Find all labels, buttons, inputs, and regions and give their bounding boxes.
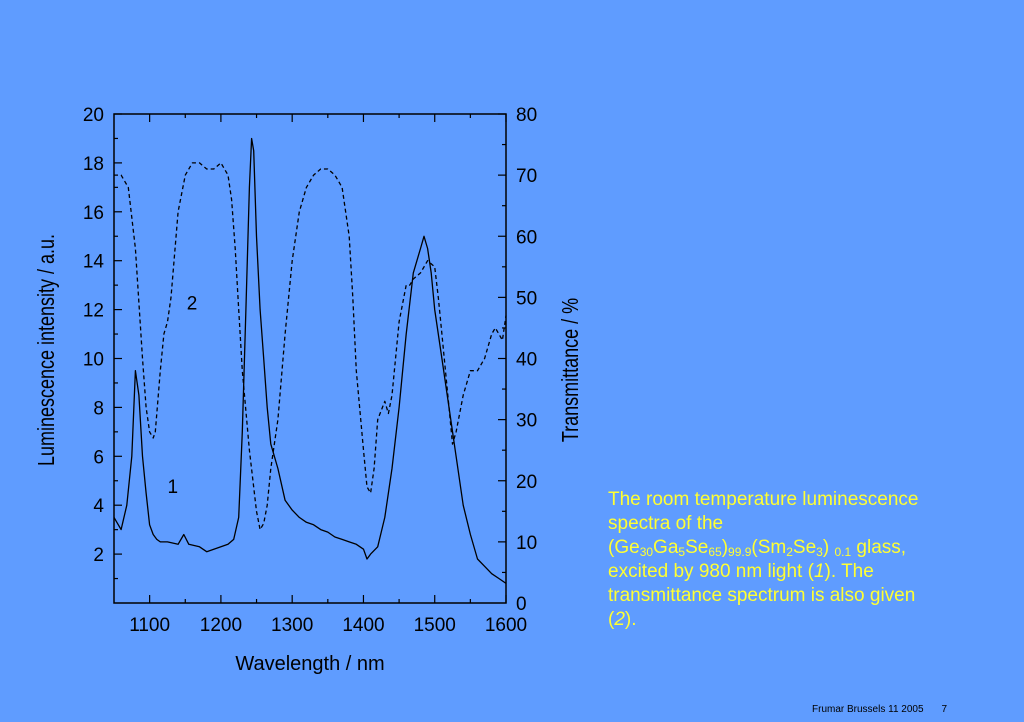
x-tick-label: 1200 [200,615,242,636]
caption-formula: (Ge30Ga5Se65)99.9(Sm2Se3) 0.1 glass, [608,537,907,559]
caption-line-4: excited by 980 nm light (1). The [608,561,874,582]
y-left-tick-label: 12 [83,301,104,322]
footer-source: Frumar Brussels 11 2005 [812,704,924,715]
y-right-tick-label: 60 [516,227,537,248]
x-tick-label: 1100 [129,615,170,636]
plot-frame [113,113,507,604]
caption-line-6: (2). [608,609,637,630]
x-tick-label: 1300 [271,615,313,636]
y-right-tick-label: 20 [516,472,537,493]
y-right-tick-label: 50 [516,288,537,309]
y-left-tick-label: 6 [93,447,104,468]
x-tick-label: 1400 [342,615,384,636]
annotations: 12 [167,294,197,498]
figure-caption: The room temperature luminescence spectr… [608,488,1008,632]
caption-line-5: transmittance spectrum is also given [608,585,916,606]
y-left-tick-label: 2 [93,545,104,566]
y-left-tick-label: 4 [93,496,104,517]
y-axis-right-title: Transmittance / % [558,298,584,442]
x-axis-title: Wavelength / nm [235,653,384,675]
y-right-tick-label: 10 [516,533,537,554]
page-number: 7 [941,704,948,715]
series-2-line [114,162,507,531]
y-right-tick-label: 80 [516,105,537,126]
y-right-tick-label: 30 [516,411,537,432]
slide-footer: Frumar Brussels 11 2005 7 [812,704,947,715]
curve-label: 1 [167,477,178,498]
y-left-tick-label: 8 [93,398,104,419]
y-axis-left-title: Luminescence intensity / a.u. [34,234,60,466]
y-left-tick-label: 18 [83,154,104,175]
y-right-tick-label: 0 [516,594,527,615]
y-left-tick-label: 14 [83,252,105,273]
series-group [113,137,507,584]
y-left-tick-label: 10 [83,350,104,371]
axis-tick-labels: 1100 1200 1300 1400 1500 16002468101214161820… [83,105,537,636]
y-right-tick-label: 70 [516,166,537,187]
y-left-tick-label: 20 [83,105,104,126]
axis-ticks [114,113,507,603]
caption-line-2: spectra of the [608,513,724,534]
caption-line-1: The room temperature luminescence [608,489,919,510]
x-tick-label: 1600 [485,615,527,636]
y-right-tick-label: 40 [516,350,537,371]
curve-label: 2 [187,294,198,315]
y-left-tick-label: 16 [83,203,104,224]
series-1-line [113,137,507,584]
x-tick-label: 1500 [414,615,456,636]
